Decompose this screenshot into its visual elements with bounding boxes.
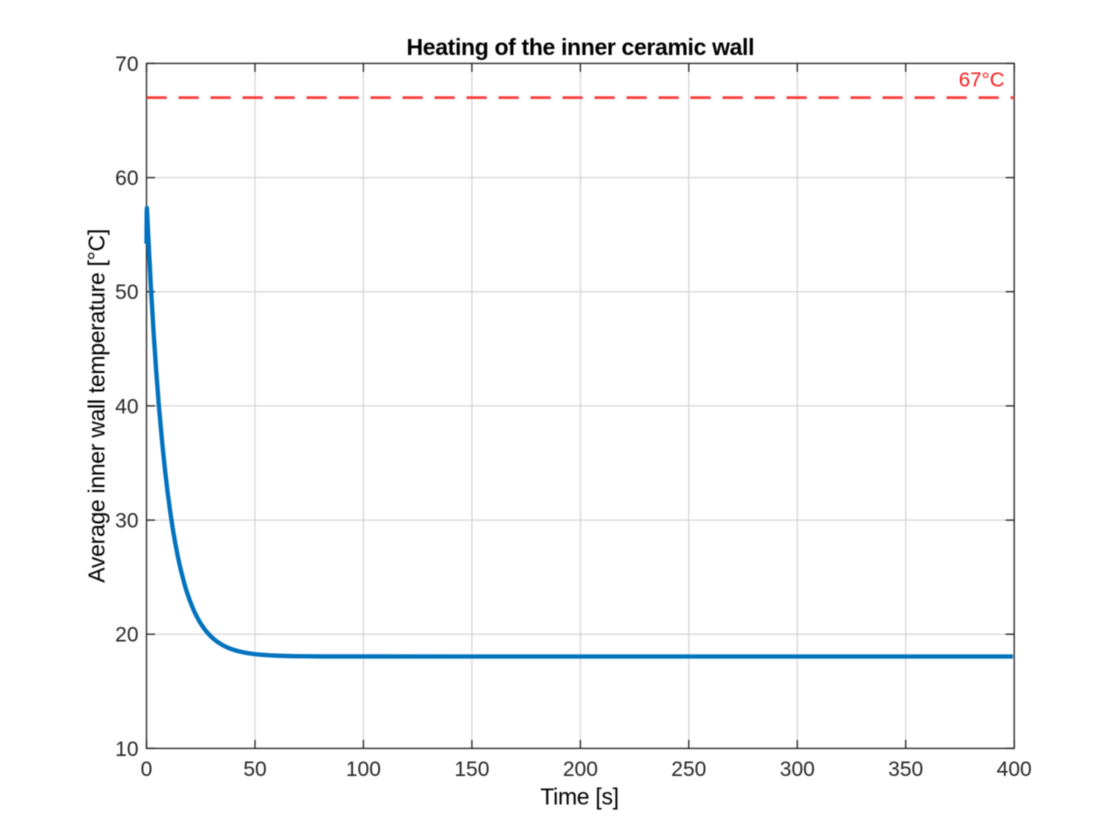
svg-text:40: 40 bbox=[115, 395, 138, 418]
svg-text:Average inner wall temperature: Average inner wall temperature [°C] bbox=[84, 229, 110, 583]
svg-text:100: 100 bbox=[346, 758, 381, 781]
svg-text:200: 200 bbox=[563, 758, 598, 781]
svg-text:250: 250 bbox=[671, 758, 706, 781]
svg-text:30: 30 bbox=[115, 510, 138, 533]
svg-text:Time [s]: Time [s] bbox=[540, 784, 619, 810]
svg-text:10: 10 bbox=[115, 738, 138, 761]
svg-text:0: 0 bbox=[141, 758, 153, 781]
svg-text:50: 50 bbox=[243, 758, 266, 781]
svg-text:60: 60 bbox=[115, 167, 138, 190]
svg-text:Heating of the inner ceramic w: Heating of the inner ceramic wall bbox=[407, 34, 755, 60]
svg-text:20: 20 bbox=[115, 624, 138, 647]
svg-text:67°C: 67°C bbox=[959, 69, 1005, 92]
svg-text:350: 350 bbox=[888, 758, 923, 781]
svg-text:70: 70 bbox=[115, 53, 138, 76]
svg-text:150: 150 bbox=[454, 758, 489, 781]
svg-text:50: 50 bbox=[115, 281, 138, 304]
svg-text:400: 400 bbox=[997, 758, 1032, 781]
svg-text:300: 300 bbox=[780, 758, 815, 781]
